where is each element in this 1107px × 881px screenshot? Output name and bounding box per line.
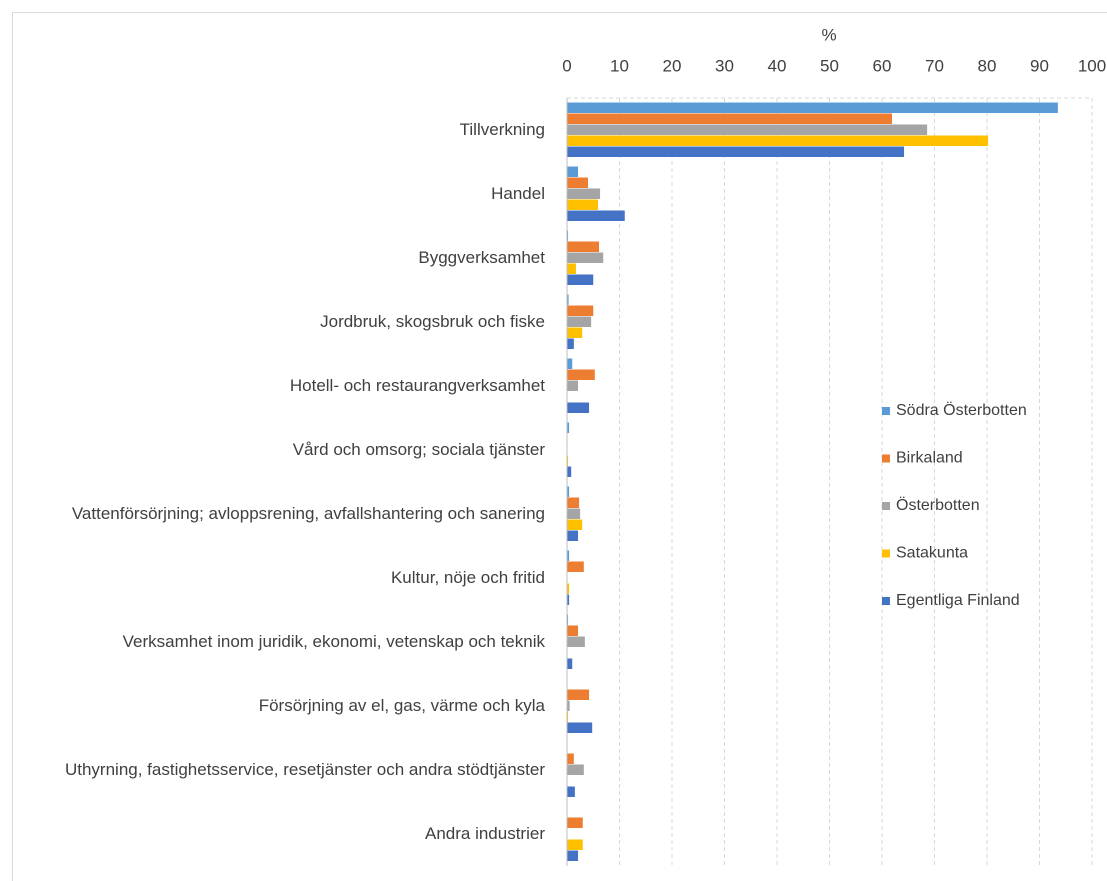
axis-title: %: [821, 25, 836, 44]
bar: [567, 519, 583, 530]
bar: [567, 550, 570, 561]
category-label-box: Försörjning av el, gas, värme och kyla: [5, 674, 545, 738]
legend-label: Egentliga Finland: [896, 592, 1020, 609]
bar: [567, 583, 570, 594]
legend-label: Satakunta: [896, 545, 968, 562]
x-tick-label: 80: [978, 56, 997, 75]
bar: [567, 305, 594, 316]
x-tick-label: 20: [663, 56, 682, 75]
bar: [567, 369, 595, 380]
bar: [567, 722, 593, 733]
category-label-box: Jordbruk, skogsbruk och fiske: [5, 290, 545, 354]
bar: [567, 700, 570, 711]
bar: [567, 422, 570, 433]
bar: [567, 455, 569, 466]
bar: [567, 786, 575, 797]
bar: [567, 466, 572, 477]
category-label-box: Verksamhet inom juridik, ekonomi, vetens…: [5, 610, 545, 674]
bar: [567, 689, 590, 700]
x-tick-label: 60: [873, 56, 892, 75]
bar: [567, 252, 604, 263]
bar: [567, 294, 569, 305]
bar: [567, 263, 576, 274]
legend-swatch: [882, 597, 890, 605]
bar: [567, 188, 601, 199]
y-tick-label: Vattenförsörjning; avloppsrening, avfall…: [71, 504, 545, 523]
bar: [567, 764, 584, 775]
legend-label: Österbotten: [896, 496, 980, 514]
x-tick-label: 100: [1078, 56, 1106, 75]
y-tick-label: Handel: [491, 184, 545, 203]
bar: [567, 210, 625, 221]
category-label-box: Tillverkning: [5, 98, 545, 162]
bar: [567, 146, 905, 157]
bar: [567, 124, 928, 135]
x-tick-label: 90: [1030, 56, 1049, 75]
chart-border: [12, 12, 1107, 881]
category-label-box: Hotell- och restaurangverksamhet: [5, 354, 545, 418]
bar: [567, 135, 989, 146]
bar: [567, 594, 570, 605]
category-label-box: Andra industrier: [5, 802, 545, 866]
bar: [567, 338, 574, 349]
bar: [567, 508, 581, 519]
bar: [567, 614, 569, 625]
bar: [567, 358, 573, 369]
y-tick-label: Verksamhet inom juridik, ekonomi, vetens…: [122, 632, 545, 651]
bar: [567, 402, 590, 413]
y-tick-label: Tillverkning: [459, 120, 545, 139]
category-label-box: Byggverksamhet: [5, 226, 545, 290]
bar: [567, 658, 573, 669]
bar: [567, 113, 892, 124]
bar: [567, 839, 583, 850]
y-tick-label: Byggverksamhet: [418, 248, 545, 267]
category-label-box: Vård och omsorg; sociala tjänster: [5, 418, 545, 482]
category-label-box: Kultur, nöje och fritid: [5, 546, 545, 610]
bar: [567, 327, 583, 338]
x-tick-label: 0: [562, 56, 571, 75]
bar: [567, 199, 598, 210]
bar: [567, 486, 570, 497]
category-label-box: Vattenförsörjning; avloppsrening, avfall…: [5, 482, 545, 546]
y-tick-label: Kultur, nöje och fritid: [390, 568, 545, 587]
y-tick-label: Jordbruk, skogsbruk och fiske: [320, 312, 545, 331]
x-tick-label: 10: [610, 56, 629, 75]
legend-swatch: [882, 454, 890, 463]
x-tick-label: 40: [768, 56, 787, 75]
bar: [567, 711, 569, 722]
legend-swatch: [882, 502, 890, 510]
category-label-box: Handel: [5, 162, 545, 226]
category-label-box: Uthyrning, fastighetsservice, resetjänst…: [5, 738, 545, 802]
legend-swatch: [882, 407, 890, 415]
y-tick-label: Uthyrning, fastighetsservice, resetjänst…: [64, 760, 545, 779]
y-tick-label: Vård och omsorg; sociala tjänster: [292, 440, 545, 459]
bar: [567, 177, 588, 188]
bar: [567, 530, 579, 541]
legend-label: Birkaland: [896, 450, 963, 467]
bar: [567, 316, 592, 327]
x-tick-label: 50: [820, 56, 839, 75]
x-tick-label: 70: [925, 56, 944, 75]
bar: [567, 274, 594, 285]
bar: [567, 753, 574, 764]
bar: [567, 625, 579, 636]
bar: [567, 166, 579, 177]
bar: [567, 636, 585, 647]
bar: [567, 561, 584, 572]
bar: [567, 380, 579, 391]
bar: [567, 241, 600, 252]
y-tick-label: Försörjning av el, gas, värme och kyla: [258, 696, 545, 715]
bar: [567, 817, 583, 828]
bar: [567, 850, 579, 861]
x-tick-label: 30: [715, 56, 734, 75]
legend-swatch: [882, 549, 890, 558]
bar: [567, 230, 569, 241]
legend-label: Södra Österbotten: [896, 401, 1027, 419]
y-tick-label: Andra industrier: [424, 824, 545, 843]
bar: [567, 497, 580, 508]
y-tick-label: Hotell- och restaurangverksamhet: [289, 376, 545, 395]
bar: [567, 102, 1058, 113]
